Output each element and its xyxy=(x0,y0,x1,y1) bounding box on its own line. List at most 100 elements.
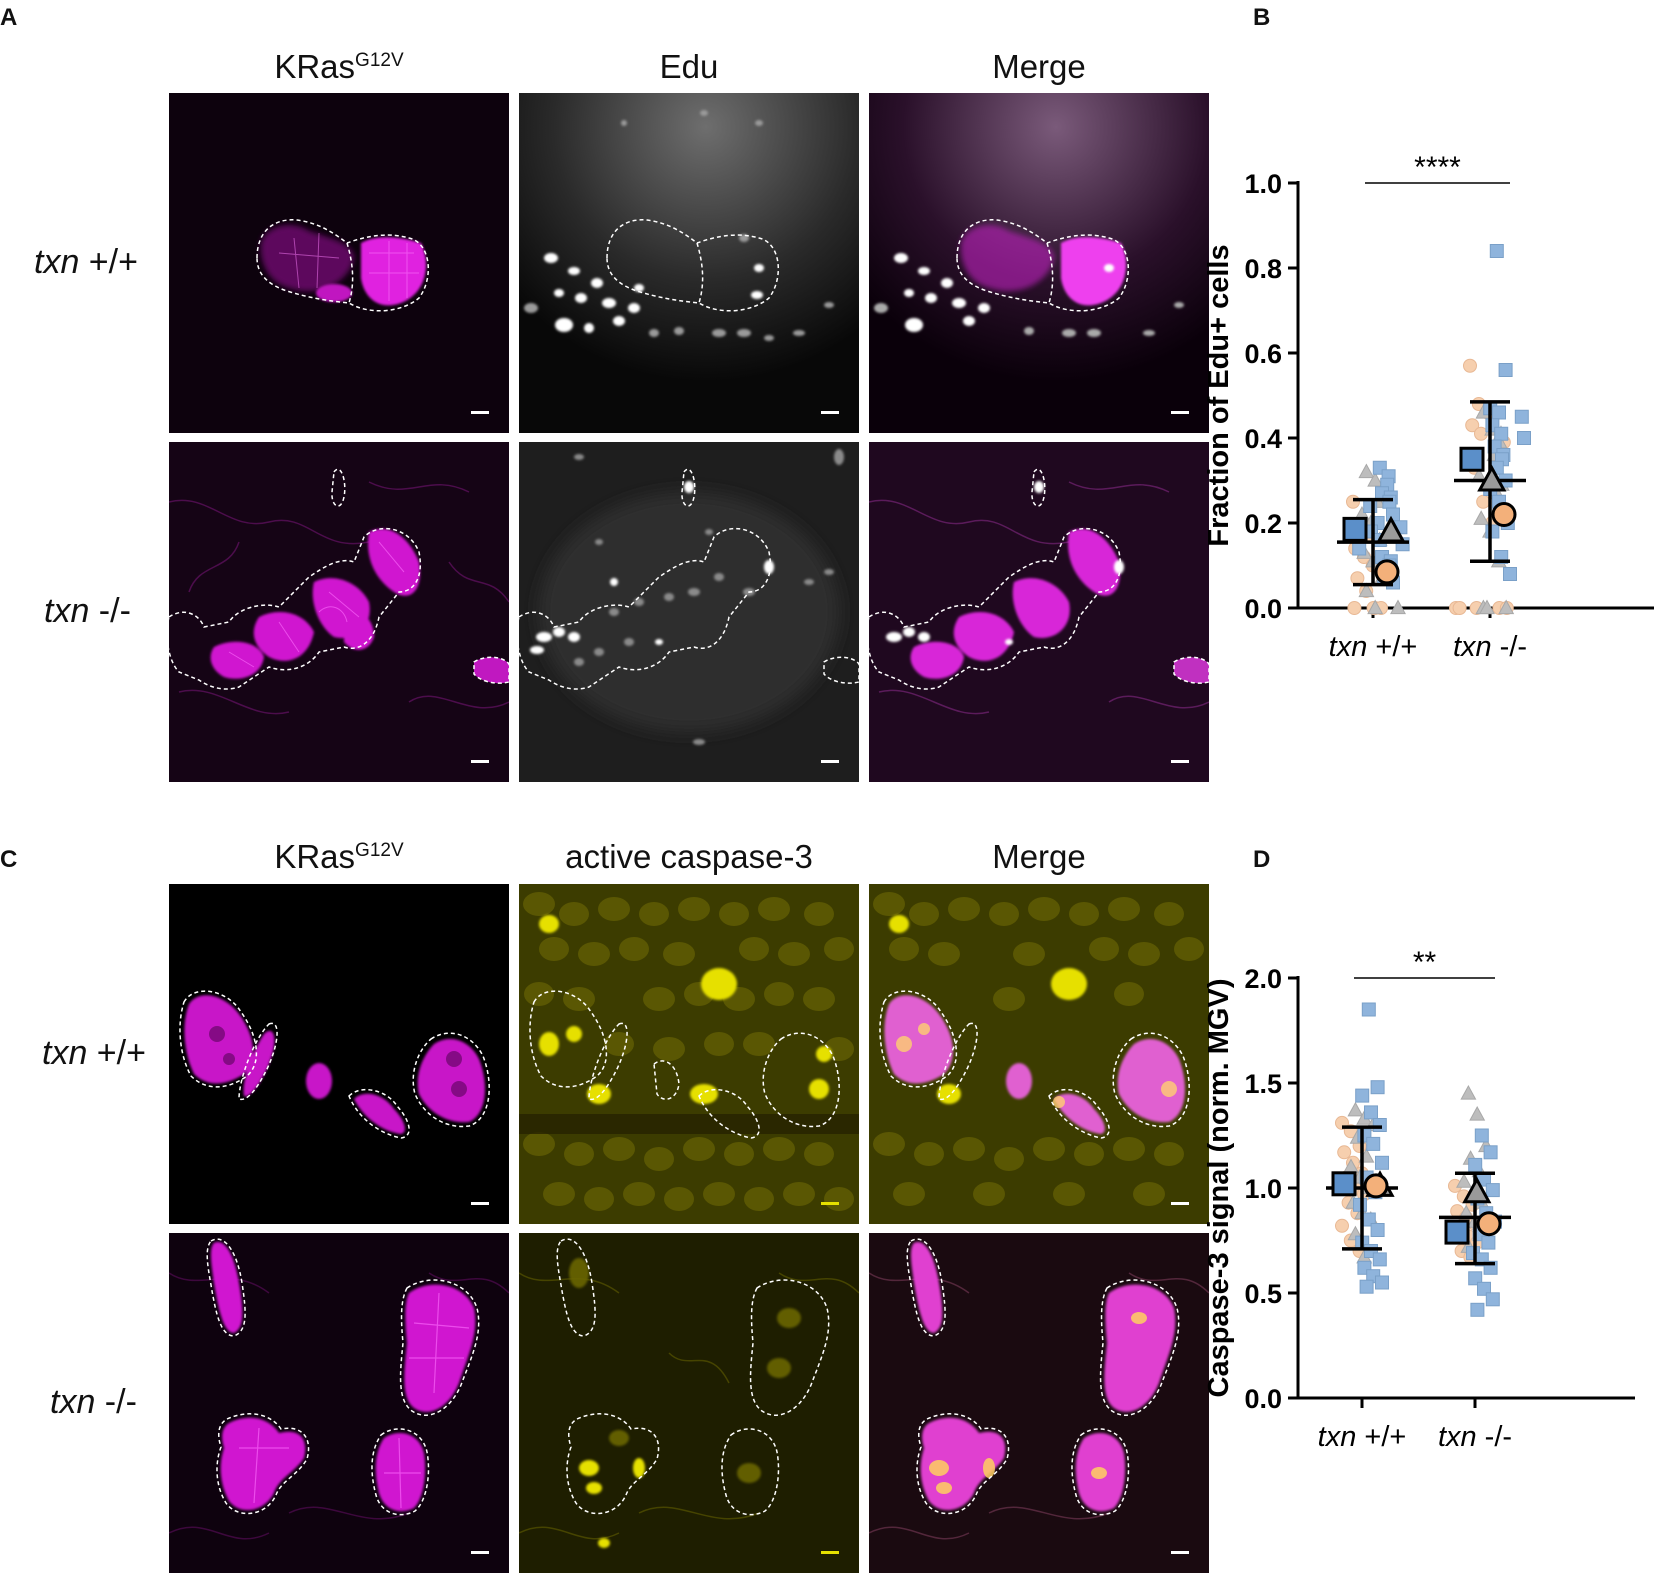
row-label-mutant-c: txn -/- xyxy=(50,1383,137,1421)
y-tick-label: 0.6 xyxy=(1244,339,1282,369)
data-point xyxy=(1347,1101,1364,1117)
scale-bar xyxy=(1171,411,1189,414)
data-point xyxy=(1353,1197,1367,1212)
significance-stars: ** xyxy=(1413,946,1437,979)
data-point xyxy=(1485,1183,1500,1198)
data-point xyxy=(1358,463,1375,479)
replicate-mean xyxy=(1376,515,1406,543)
column-title-kras: KRasG12V xyxy=(274,48,404,85)
data-point xyxy=(1479,599,1495,615)
y-tick-label: 1.5 xyxy=(1244,1069,1282,1099)
data-point xyxy=(1485,524,1500,539)
replicate-mean xyxy=(1363,1173,1389,1199)
scale-bar xyxy=(821,1551,839,1554)
replicate-mean xyxy=(1374,559,1400,585)
data-point xyxy=(1473,510,1490,525)
scale-bar xyxy=(821,1202,839,1205)
image-merge-mutant-c xyxy=(869,1233,1209,1573)
column-title-kras-c: KRasG12V xyxy=(274,838,404,875)
scale-bar xyxy=(1171,760,1189,763)
replicate-mean xyxy=(1444,1219,1470,1245)
data-point xyxy=(1370,1223,1385,1237)
data-point xyxy=(1492,405,1506,420)
data-point xyxy=(1503,567,1517,581)
data-point xyxy=(1476,494,1491,509)
replicate-mean xyxy=(1462,1176,1492,1204)
image-caspase-wildtype xyxy=(519,884,859,1224)
scale-bar xyxy=(471,1202,489,1205)
data-point xyxy=(1367,471,1384,487)
data-point xyxy=(1366,1136,1381,1151)
y-tick-label: 0.0 xyxy=(1244,594,1282,624)
data-point xyxy=(1370,1080,1385,1095)
panel-letter-c: C xyxy=(0,846,18,873)
data-point xyxy=(1456,1173,1472,1188)
scale-bar xyxy=(471,1551,489,1554)
data-point xyxy=(1468,1157,1483,1172)
image-kras-wildtype-c xyxy=(169,884,509,1224)
data-point xyxy=(1359,1279,1374,1294)
image-kras-mutant-c xyxy=(169,1233,509,1573)
data-point xyxy=(1372,1252,1387,1267)
data-point xyxy=(1390,599,1406,615)
y-axis-label: Fraction of Edu+ cells xyxy=(1203,244,1235,546)
column-title-merge-c: Merge xyxy=(992,838,1086,875)
data-point xyxy=(1469,1105,1486,1121)
x-tick-label: txn +/+ xyxy=(1318,1421,1407,1453)
image-merge-mutant xyxy=(869,442,1209,782)
image-kras-mutant xyxy=(169,442,509,782)
y-tick-label: 2.0 xyxy=(1244,964,1282,994)
data-point xyxy=(1346,494,1360,509)
data-point xyxy=(1489,244,1504,258)
image-merge-wildtype xyxy=(869,93,1209,433)
scale-bar xyxy=(821,760,839,763)
data-point xyxy=(1337,1145,1352,1160)
data-point xyxy=(1375,1155,1389,1170)
image-edu-mutant xyxy=(519,442,859,782)
row-label-wildtype-c: txn +/+ xyxy=(42,1034,146,1072)
significance-stars: **** xyxy=(1414,151,1461,184)
data-point xyxy=(1470,1302,1485,1317)
data-point xyxy=(1465,418,1480,433)
panel-letter-b: B xyxy=(1253,4,1271,31)
replicate-mean xyxy=(1459,446,1485,472)
data-point xyxy=(1517,431,1531,445)
image-caspase-mutant xyxy=(519,1233,859,1573)
y-tick-label: 1.0 xyxy=(1244,1174,1282,1204)
row-label-mutant: txn -/- xyxy=(44,592,131,630)
data-point xyxy=(1460,1084,1477,1100)
column-title-caspase: active caspase-3 xyxy=(565,838,813,875)
data-point xyxy=(1468,1271,1483,1286)
y-tick-label: 0.5 xyxy=(1244,1279,1282,1309)
scale-bar xyxy=(1171,1551,1189,1554)
data-point xyxy=(1352,541,1367,556)
panel-letter-d: D xyxy=(1253,846,1271,873)
x-tick-label: txn -/- xyxy=(1453,631,1527,663)
image-kras-wildtype xyxy=(169,93,509,433)
image-merge-wildtype-c xyxy=(869,884,1209,1224)
row-label-wildtype: txn +/+ xyxy=(34,243,138,281)
data-point xyxy=(1358,582,1375,598)
data-point xyxy=(1375,1275,1389,1290)
replicate-mean xyxy=(1342,516,1368,542)
y-tick-label: 0.4 xyxy=(1244,424,1282,454)
chart-edu-fraction: 0.0 0.2 0.4 0.6 0.8 1.0 Fraction of Edu+ cells… xyxy=(1203,140,1654,680)
y-tick-label: 0.0 xyxy=(1244,1384,1282,1414)
data-point xyxy=(1474,1128,1489,1143)
data-point xyxy=(1477,1281,1491,1296)
y-tick-label: 0.2 xyxy=(1244,509,1282,539)
column-title-edu: Edu xyxy=(659,48,719,85)
data-point xyxy=(1498,599,1515,615)
data-point xyxy=(1514,409,1529,424)
data-point xyxy=(1386,507,1400,522)
image-edu-wildtype xyxy=(519,93,859,433)
data-point xyxy=(1382,494,1397,509)
x-tick-label: txn -/- xyxy=(1438,1421,1512,1453)
data-point xyxy=(1367,599,1384,615)
data-point xyxy=(1347,601,1362,615)
panel-letter-a: A xyxy=(0,4,18,31)
data-point xyxy=(1350,571,1365,586)
data-point xyxy=(1364,1105,1378,1120)
column-title-merge: Merge xyxy=(992,48,1086,85)
x-tick-label: txn +/+ xyxy=(1329,631,1418,663)
